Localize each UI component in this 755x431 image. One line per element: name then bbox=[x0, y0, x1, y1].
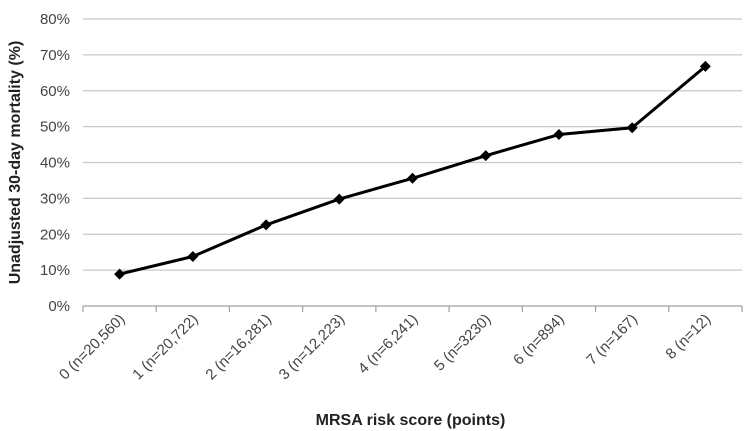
x-tick-label: 3 (n=12,223) bbox=[276, 311, 348, 383]
y-tick-label: 50% bbox=[40, 119, 70, 136]
y-axis-title: Unadjusted 30-day mortality (%) bbox=[7, 41, 24, 285]
data-point bbox=[699, 60, 711, 72]
x-tick-label: 6 (n=894) bbox=[510, 311, 568, 369]
data-point bbox=[187, 250, 199, 262]
y-tick-label: 60% bbox=[40, 83, 70, 100]
y-tick-label: 70% bbox=[40, 47, 70, 64]
data-markers bbox=[114, 60, 711, 280]
data-point bbox=[114, 268, 126, 280]
data-point bbox=[407, 172, 418, 184]
data-point bbox=[333, 193, 345, 205]
y-tick-label: 40% bbox=[40, 155, 70, 172]
x-axis-title: MRSA risk score (points) bbox=[316, 412, 506, 429]
x-tick-label: 7 (n=167) bbox=[583, 311, 641, 369]
data-point bbox=[260, 219, 272, 231]
data-point bbox=[553, 129, 565, 141]
y-tick-label: 0% bbox=[48, 298, 70, 315]
x-tick-label: 0 (n=20,560) bbox=[56, 311, 128, 383]
x-tick-label: 2 (n=16,281) bbox=[202, 311, 274, 383]
y-tick-label: 30% bbox=[40, 190, 70, 207]
x-tick-label: 5 (n=3230) bbox=[431, 311, 495, 375]
x-tick-label: 4 (n=6,241) bbox=[355, 311, 422, 378]
data-point bbox=[626, 122, 638, 134]
y-tick-label: 10% bbox=[40, 262, 70, 279]
y-tick-label: 80% bbox=[40, 11, 70, 28]
x-tick-label: 8 (n=12) bbox=[662, 311, 714, 363]
series-line bbox=[119, 65, 707, 276]
x-axis-ticks: 0 (n=20,560) 1 (n=20,722) 2 (n=16,281) 3 (n… bbox=[56, 306, 743, 383]
gridlines bbox=[83, 18, 742, 271]
data-point bbox=[480, 150, 492, 162]
y-tick-label: 20% bbox=[40, 226, 70, 243]
y-axis-ticks: 0% 10% 20% 30% 40% 50% 60% 70% 80% bbox=[40, 11, 70, 315]
x-tick-label: 1 (n=20,722) bbox=[129, 311, 201, 383]
